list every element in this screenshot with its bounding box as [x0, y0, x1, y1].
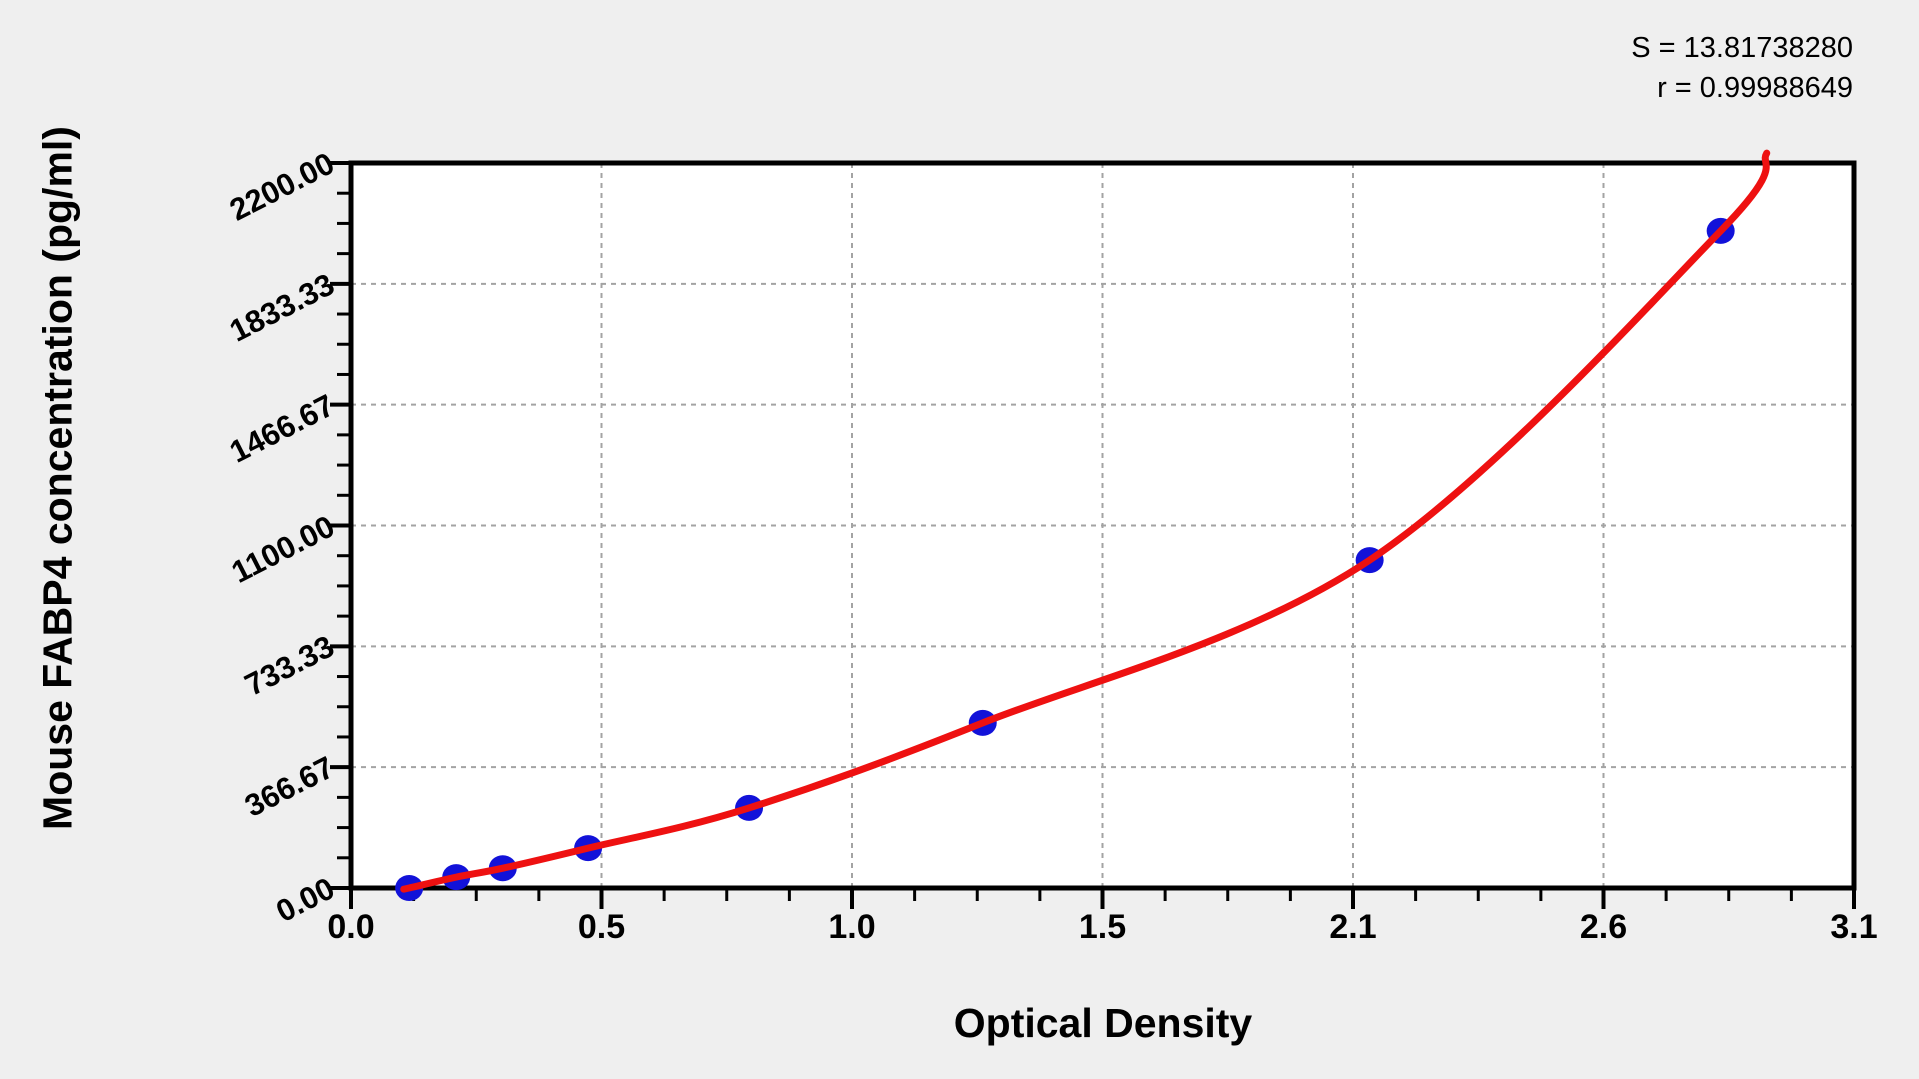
- x-tick-label: 3.1: [1830, 908, 1878, 946]
- fit-statistics: S = 13.81738280 r = 0.99988649: [1631, 28, 1853, 108]
- x-tick-label: 1.0: [828, 908, 876, 946]
- fit-stat-s: S = 13.81738280: [1631, 32, 1853, 64]
- x-tick-label: 0.0: [327, 908, 375, 946]
- plot-border: [348, 160, 1857, 891]
- x-axis-title: Optical Density: [953, 1000, 1253, 1046]
- x-tick-label: 2.6: [1579, 908, 1628, 946]
- x-tick-label: 1.5: [1078, 908, 1127, 946]
- x-tick-label: 2.1: [1329, 908, 1377, 946]
- fit-stat-r: r = 0.99988649: [1657, 72, 1853, 104]
- fit-curve: [400, 149, 1771, 893]
- x-tick-label: 0.5: [577, 908, 626, 946]
- y-axis-title: Mouse FABP4 concentration (pg/ml): [34, 126, 81, 830]
